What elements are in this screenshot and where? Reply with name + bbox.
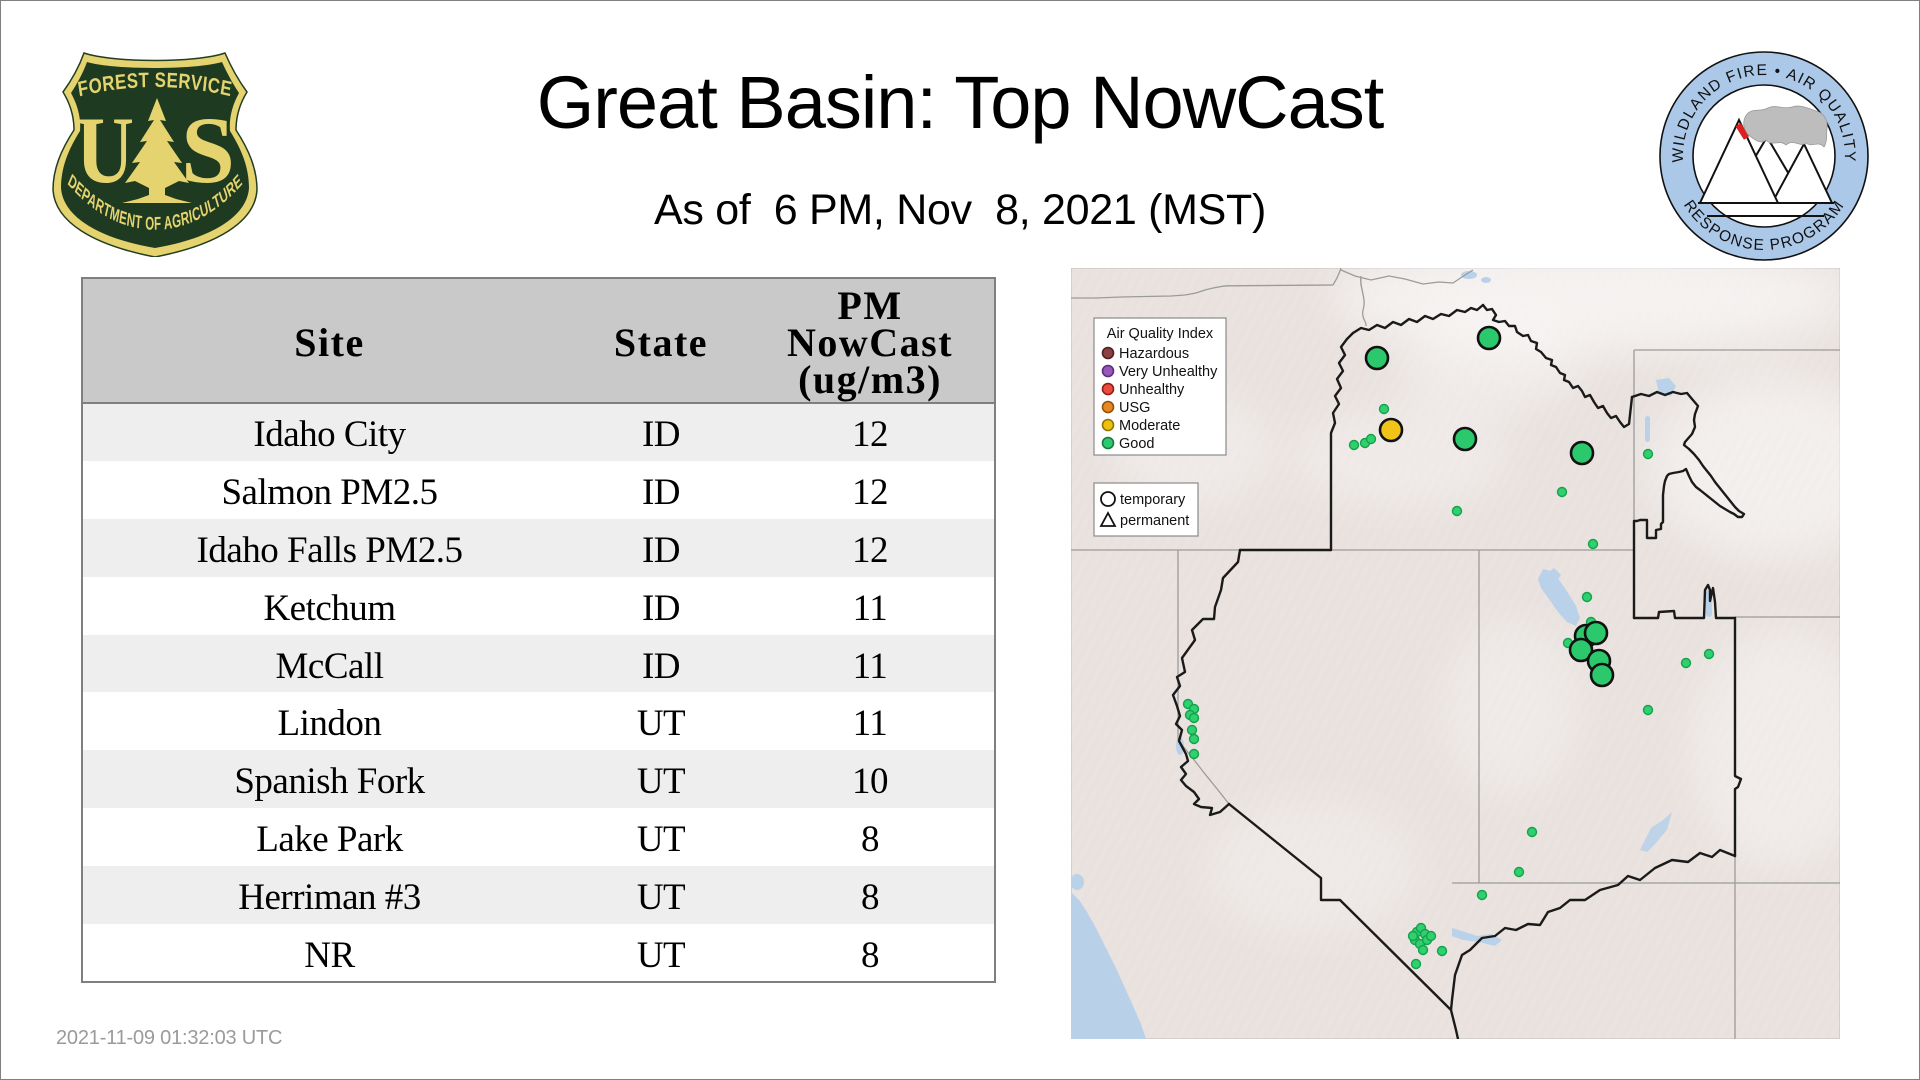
svg-text:S: S	[181, 97, 235, 203]
svg-text:Air Quality Index: Air Quality Index	[1107, 326, 1214, 342]
svg-text:U: U	[76, 97, 134, 203]
svg-text:Good: Good	[1119, 436, 1154, 452]
svg-text:USG: USG	[1119, 400, 1150, 416]
svg-text:permanent: permanent	[1120, 513, 1189, 529]
svg-text:Very Unhealthy: Very Unhealthy	[1119, 364, 1218, 380]
svg-text:Hazardous: Hazardous	[1119, 346, 1189, 362]
svg-text:temporary: temporary	[1120, 492, 1186, 508]
svg-text:Moderate: Moderate	[1119, 418, 1180, 434]
svg-text:Unhealthy: Unhealthy	[1119, 382, 1185, 398]
